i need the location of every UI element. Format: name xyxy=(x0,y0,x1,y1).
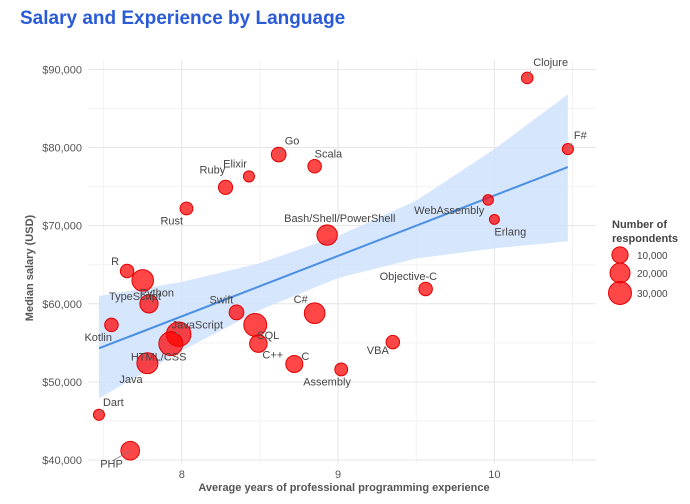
x-tick-label: 10 xyxy=(488,469,500,481)
data-point-erlang[interactable] xyxy=(488,213,500,225)
point-label-java: Java xyxy=(119,374,143,386)
point-label-php: PHP xyxy=(100,459,123,471)
point-label-elixir: Elixir xyxy=(223,158,247,170)
chart-title: Salary and Experience by Language xyxy=(20,8,346,29)
y-tick-label: $90,000 xyxy=(42,64,82,76)
trend-line xyxy=(98,166,569,350)
point-label-objective-c: Objective-C xyxy=(380,271,438,283)
y-tick-label: $80,000 xyxy=(42,143,82,155)
label-leader-line xyxy=(278,148,283,155)
data-point-swift[interactable] xyxy=(228,304,245,321)
legend-label: 10,000 xyxy=(637,251,668,262)
legend-symbol xyxy=(609,262,631,284)
data-point-bash-shell-powershell[interactable] xyxy=(316,224,338,246)
data-point-java[interactable] xyxy=(136,352,159,375)
point-label-assembly: Assembly xyxy=(303,376,351,388)
point-label-webassembly: WebAssembly xyxy=(414,205,485,217)
point-label-html-css: HTML/CSS xyxy=(131,352,187,364)
label-leader-line xyxy=(174,330,179,335)
data-point-r[interactable] xyxy=(119,263,135,279)
y-tick-label: $60,000 xyxy=(42,299,82,311)
legend-symbol xyxy=(608,281,632,305)
point-label-c-: C++ xyxy=(262,350,283,362)
legend-label: 20,000 xyxy=(637,269,668,280)
label-leader-line xyxy=(526,70,532,79)
data-point-c-[interactable] xyxy=(249,334,268,353)
data-point-php[interactable] xyxy=(120,440,141,461)
point-label-kotlin: Kotlin xyxy=(84,332,112,344)
legend: Number of respondents 10,000 20,000 30,000 xyxy=(608,219,678,305)
label-leader-line xyxy=(567,142,572,150)
axes-layer: Average years of professional programmin… xyxy=(24,214,490,494)
point-label-f-: F# xyxy=(574,130,588,142)
data-point-ruby[interactable] xyxy=(217,179,234,195)
point-label-ruby: Ruby xyxy=(200,164,226,176)
x-tick-label: 8 xyxy=(179,469,185,481)
data-point-c[interactable] xyxy=(285,354,304,374)
legend-title-line1: Number of xyxy=(612,219,667,231)
y-tick-label: $50,000 xyxy=(42,377,82,389)
point-label-typescript: TypeScript xyxy=(109,291,161,303)
x-axis-title: Average years of professional programmin… xyxy=(198,482,489,494)
trend-line-layer xyxy=(98,166,569,350)
point-label-swift: Swift xyxy=(209,294,233,306)
legend-title-line2: respondents xyxy=(612,233,678,245)
point-label-vba: VBA xyxy=(367,345,390,357)
confidence-band-layer xyxy=(98,94,568,399)
data-point-scala[interactable] xyxy=(307,159,322,174)
legend-symbol xyxy=(611,246,629,264)
data-point-objective-c[interactable] xyxy=(418,281,433,297)
y-tick-label: $70,000 xyxy=(42,221,82,233)
data-point-html-css[interactable] xyxy=(158,331,184,357)
point-label-r: R xyxy=(111,256,119,268)
data-point-rust[interactable] xyxy=(179,201,194,216)
data-point-typescript[interactable] xyxy=(139,294,159,314)
data-point-python[interactable] xyxy=(131,269,154,292)
label-leader-line xyxy=(98,409,102,415)
data-point-webassembly[interactable] xyxy=(482,194,494,206)
point-label-c-: C# xyxy=(294,294,309,306)
point-label-c: C xyxy=(301,351,309,363)
point-label-sql: SQL xyxy=(257,330,279,342)
data-point-assembly[interactable] xyxy=(334,362,349,377)
point-label-javascript: JavaScript xyxy=(172,319,223,331)
point-label-go: Go xyxy=(285,136,300,148)
x-tick-label: 9 xyxy=(335,469,341,481)
legend-label: 30,000 xyxy=(637,289,668,300)
point-label-bash-shell-powershell: Bash/Shell/PowerShell xyxy=(284,213,395,225)
y-axis-title: Median salary (USD) xyxy=(24,214,36,321)
data-point-c-[interactable] xyxy=(303,302,326,325)
point-label-clojure: Clojure xyxy=(533,57,568,69)
point-label-erlang: Erlang xyxy=(494,226,526,238)
data-point-elixir[interactable] xyxy=(242,170,256,183)
point-label-python: Python xyxy=(140,287,174,299)
data-point-f-[interactable] xyxy=(561,143,574,156)
data-point-vba[interactable] xyxy=(385,334,401,350)
points-layer xyxy=(92,71,574,461)
point-label-rust: Rust xyxy=(160,215,183,227)
point-label-dart: Dart xyxy=(103,397,124,409)
y-tick-label: $40,000 xyxy=(42,455,82,467)
label-leader-line xyxy=(112,450,131,462)
confidence-band xyxy=(98,94,568,399)
data-point-kotlin[interactable] xyxy=(104,317,119,333)
point-label-scala: Scala xyxy=(315,148,343,160)
